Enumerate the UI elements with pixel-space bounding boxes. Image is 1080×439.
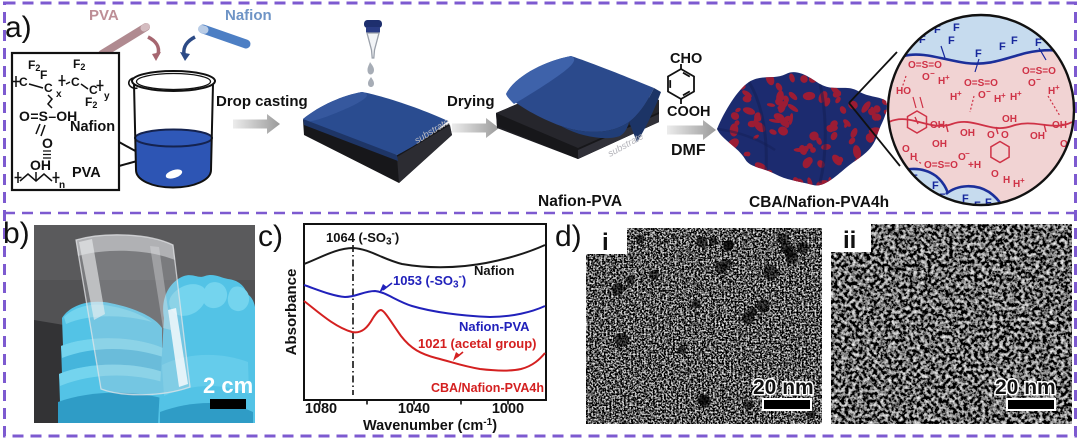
svg-text:H: H xyxy=(950,92,957,103)
svg-text:1021 (acetal group): 1021 (acetal group) xyxy=(418,336,537,351)
svg-text:O: O xyxy=(922,72,930,83)
svg-text:H: H xyxy=(1013,179,1020,190)
svg-text:F: F xyxy=(953,22,960,34)
svg-text:F: F xyxy=(932,180,939,192)
svg-text:HO: HO xyxy=(896,86,911,97)
svg-text:H: H xyxy=(1048,86,1055,97)
svg-text:O: O xyxy=(1001,130,1009,141)
svg-text:O: O xyxy=(1028,78,1036,89)
svg-text:H: H xyxy=(910,152,917,163)
svg-text:O=S=O: O=S=O xyxy=(964,78,998,89)
svg-text:x: x xyxy=(56,89,62,100)
svg-text:−: − xyxy=(986,87,991,96)
svg-text:O: O xyxy=(978,90,986,101)
svg-text:Nafion: Nafion xyxy=(474,263,515,278)
svg-text:a): a) xyxy=(5,11,32,44)
svg-text:PVA: PVA xyxy=(72,165,101,181)
svg-text:F: F xyxy=(999,41,1006,53)
svg-text:Drying: Drying xyxy=(447,93,495,110)
svg-text:CHO: CHO xyxy=(670,51,702,67)
svg-text:−: − xyxy=(1036,75,1041,84)
svg-text:Nafion: Nafion xyxy=(70,119,115,135)
svg-text:F: F xyxy=(975,48,982,60)
svg-text:O: O xyxy=(958,152,966,163)
svg-text:O=S=O: O=S=O xyxy=(1022,66,1056,77)
svg-text:OH: OH xyxy=(930,120,945,131)
svg-text:n: n xyxy=(59,180,65,191)
svg-text:+: + xyxy=(1017,89,1022,98)
svg-text:Absorbance: Absorbance xyxy=(283,269,300,356)
svg-text:Drop casting: Drop casting xyxy=(216,93,308,110)
svg-text:OH: OH xyxy=(1030,131,1045,142)
svg-text:F: F xyxy=(985,197,992,209)
svg-text:−: − xyxy=(930,69,935,78)
svg-text:H: H xyxy=(1003,175,1010,186)
svg-text:CBA/Nafion-PVA4h: CBA/Nafion-PVA4h xyxy=(431,381,544,395)
svg-text:+: + xyxy=(957,89,962,98)
svg-text:2 cm: 2 cm xyxy=(203,373,253,398)
svg-text:O: O xyxy=(991,169,999,180)
svg-text:O: O xyxy=(42,135,53,151)
svg-text:H: H xyxy=(1010,92,1017,103)
svg-text:c): c) xyxy=(258,220,283,253)
svg-text:C: C xyxy=(19,75,28,89)
svg-text:Nafion-PVA: Nafion-PVA xyxy=(538,193,622,210)
svg-text:20 nm: 20 nm xyxy=(753,376,814,399)
svg-text:C: C xyxy=(44,81,53,95)
svg-text:C: C xyxy=(89,83,98,97)
svg-text:ii: ii xyxy=(843,227,856,254)
svg-text:y: y xyxy=(104,91,110,102)
svg-text:OH: OH xyxy=(1002,114,1017,125)
svg-text:1064 (-SO3-): 1064 (-SO3-) xyxy=(326,229,399,248)
svg-text:+: + xyxy=(1020,176,1025,185)
svg-text:PVA: PVA xyxy=(89,7,119,24)
svg-text:O: O xyxy=(902,144,910,155)
svg-text:OH: OH xyxy=(932,139,947,150)
svg-text:O=S–OH: O=S–OH xyxy=(19,108,77,124)
svg-text:Wavenumber (cm-1): Wavenumber (cm-1) xyxy=(363,417,497,434)
svg-text:1080: 1080 xyxy=(305,401,337,417)
svg-text:Nafion-PVA: Nafion-PVA xyxy=(459,319,530,334)
svg-text:+: + xyxy=(945,73,950,82)
svg-text:i: i xyxy=(602,229,609,256)
svg-text:+: + xyxy=(1055,83,1060,92)
svg-text:1040: 1040 xyxy=(398,401,430,417)
svg-text:O=S=O: O=S=O xyxy=(924,160,958,171)
svg-text:CBA/Nafion-PVA4h: CBA/Nafion-PVA4h xyxy=(749,194,889,211)
svg-text:DMF: DMF xyxy=(671,142,706,159)
svg-text:F: F xyxy=(1035,37,1042,49)
svg-text:b): b) xyxy=(3,217,30,250)
svg-text:1000: 1000 xyxy=(492,401,524,417)
svg-text:F: F xyxy=(934,24,941,36)
svg-text:OH: OH xyxy=(960,128,975,139)
svg-text:20 nm: 20 nm xyxy=(995,376,1056,399)
svg-text:F: F xyxy=(948,35,955,47)
svg-text:−: − xyxy=(965,149,970,158)
svg-text:F: F xyxy=(962,193,969,205)
svg-text:F: F xyxy=(919,34,926,46)
svg-text:H: H xyxy=(994,94,1001,105)
svg-text:O: O xyxy=(987,130,995,141)
svg-text:F: F xyxy=(1011,35,1018,47)
svg-text:d): d) xyxy=(555,220,582,253)
svg-text:F: F xyxy=(974,200,981,212)
svg-text:1053 (-SO3-): 1053 (-SO3-) xyxy=(393,272,466,291)
svg-text:F: F xyxy=(40,68,47,82)
svg-text:H: H xyxy=(938,76,945,87)
svg-text:OH: OH xyxy=(30,157,51,173)
svg-text:COOH: COOH xyxy=(667,104,711,120)
svg-text:+: + xyxy=(1001,91,1006,100)
svg-text:OH: OH xyxy=(1052,120,1067,131)
svg-text:Nafion: Nafion xyxy=(225,7,272,24)
svg-text:O=S=O: O=S=O xyxy=(908,60,942,71)
svg-text:+H: +H xyxy=(968,160,981,171)
svg-text:C: C xyxy=(71,75,80,89)
